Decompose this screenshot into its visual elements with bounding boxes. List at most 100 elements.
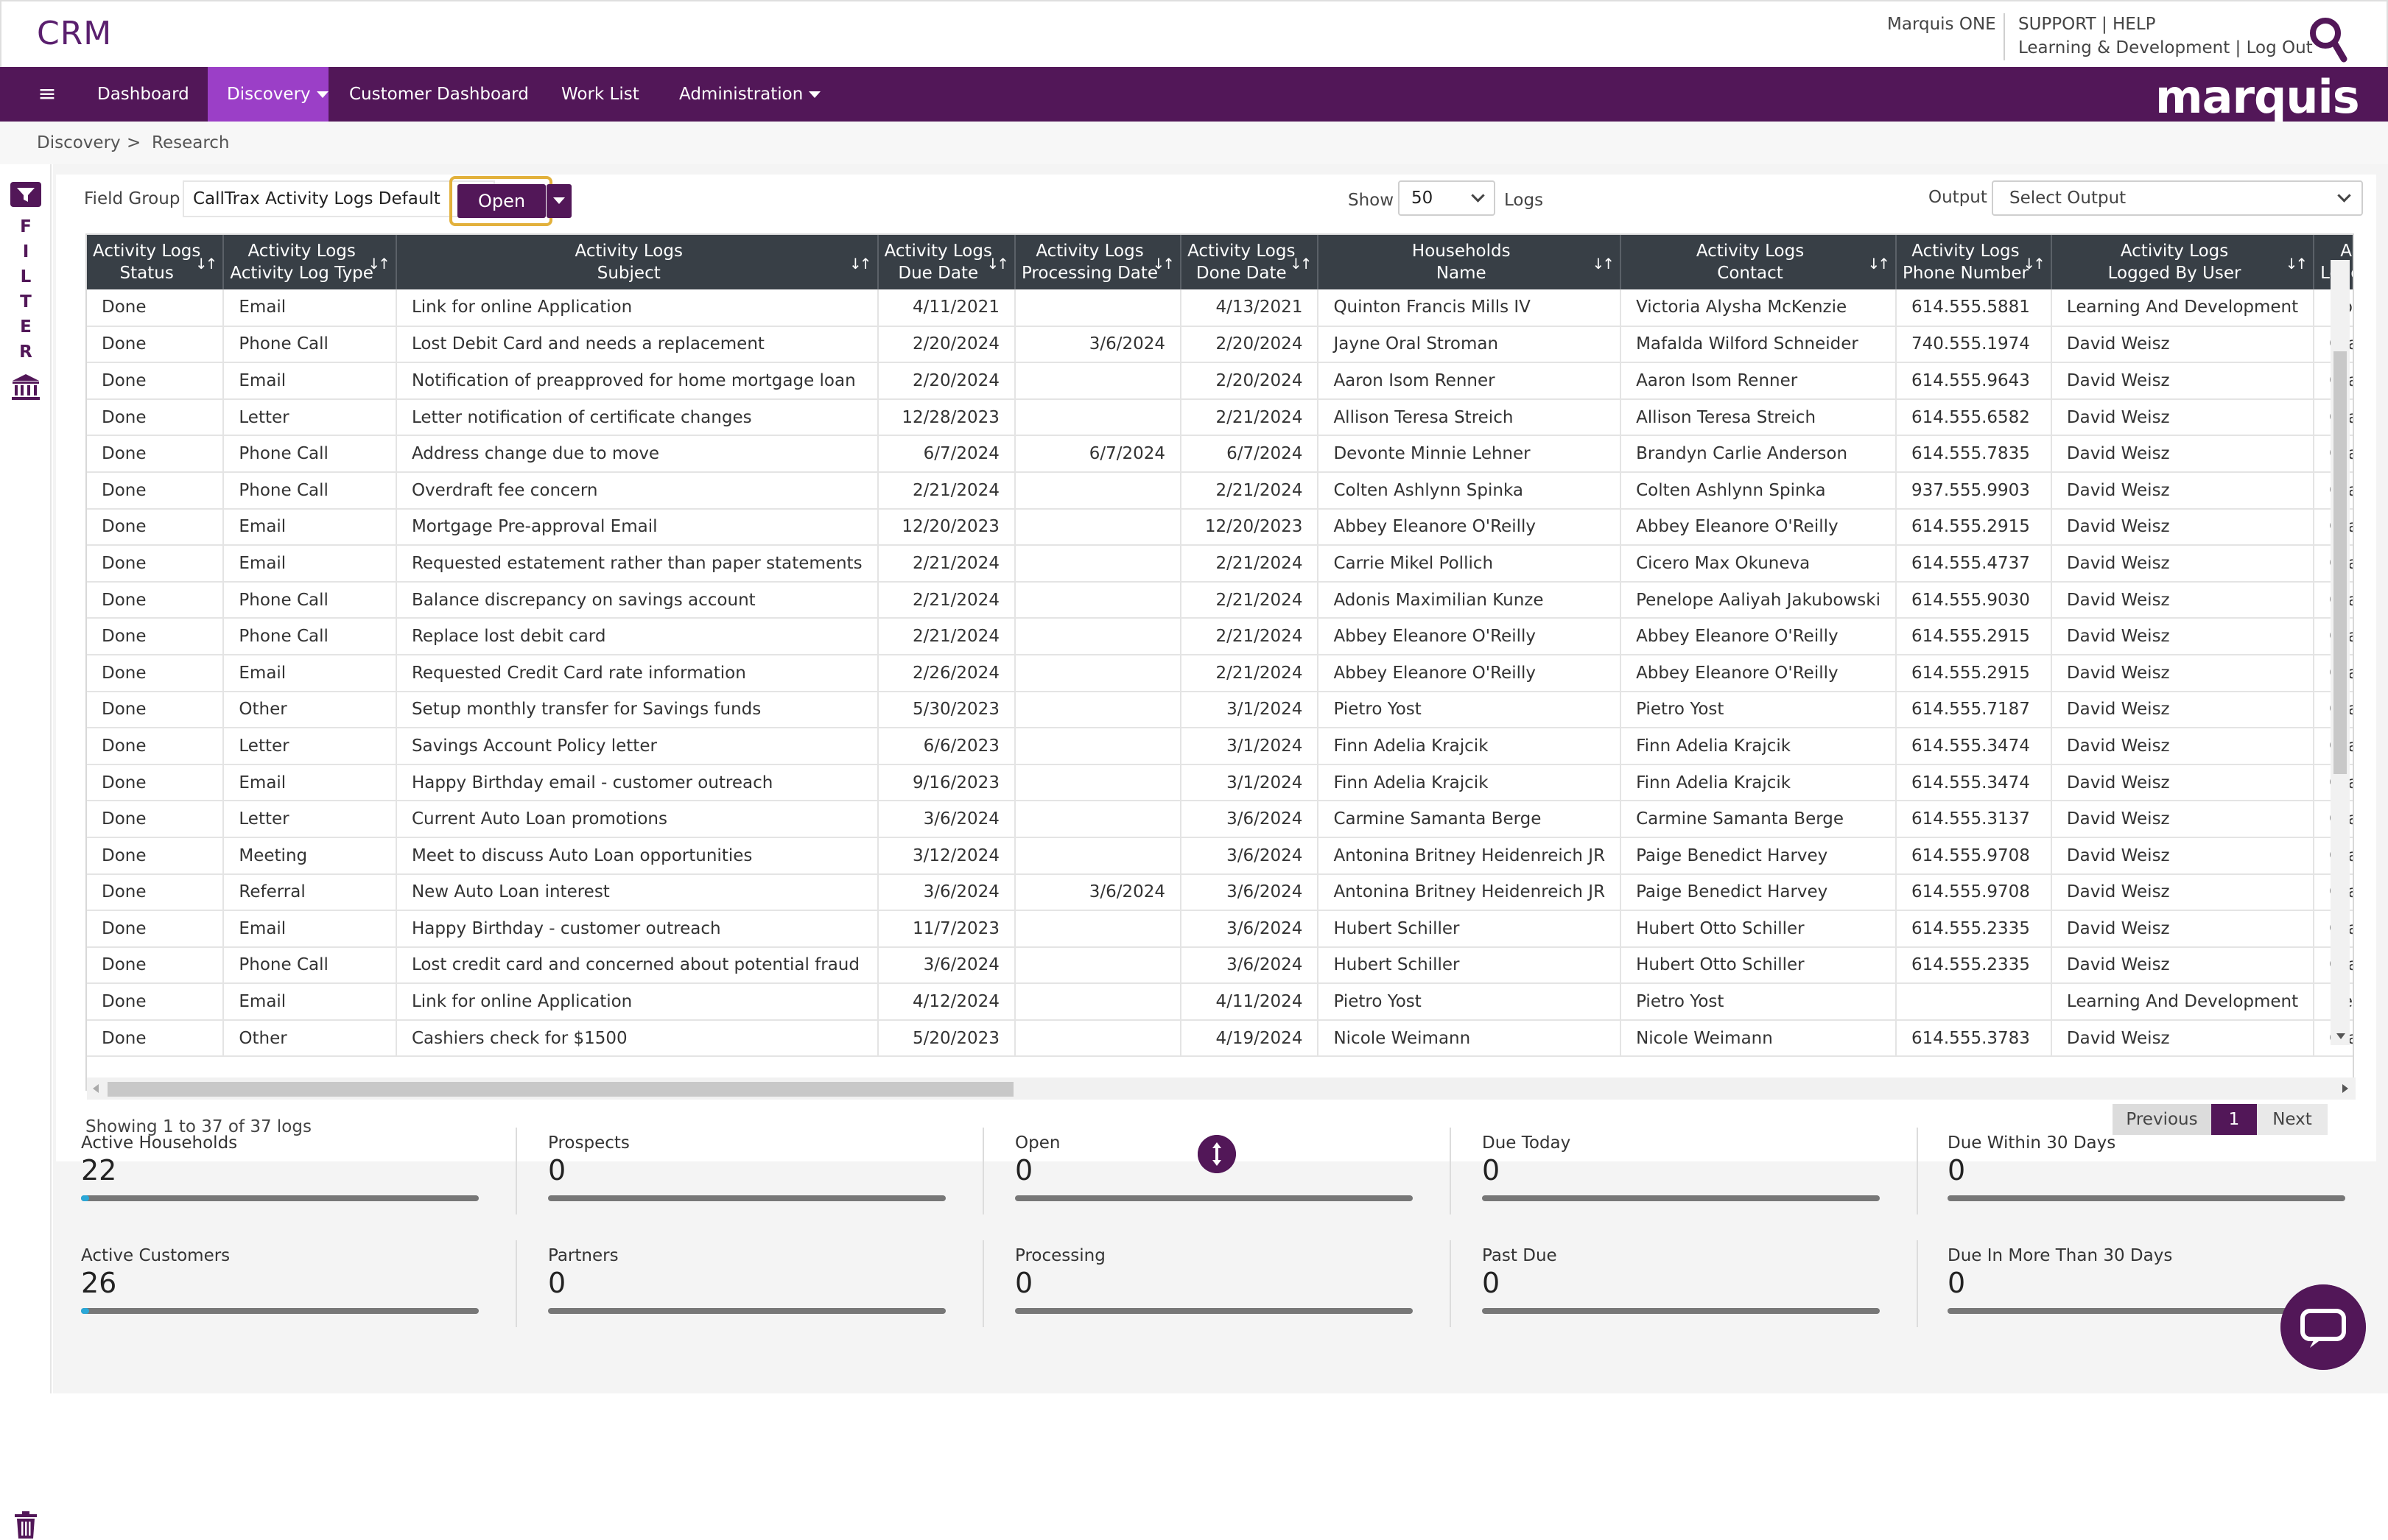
sort-icon[interactable]: ↓↑ xyxy=(2023,255,2045,273)
column-header[interactable]: Activity Logs Activity Log Type ↓↑ xyxy=(223,235,397,289)
resize-handle-icon[interactable] xyxy=(1198,1135,1236,1173)
open-button[interactable]: Open xyxy=(457,184,546,218)
stat-card[interactable]: Prospects 0 xyxy=(548,1133,961,1229)
pagination-next[interactable]: Next xyxy=(2257,1104,2328,1135)
table-row[interactable]: Done Other Cashiers check for $1500 5/20/20… xyxy=(87,1019,2353,1058)
learning-logout-links[interactable]: Learning & Development | Log Out xyxy=(2018,38,2313,57)
vertical-scrollbar[interactable] xyxy=(2331,260,2350,1045)
column-header[interactable]: Households Name ↓↑ xyxy=(1318,235,1622,289)
open-dropdown-button[interactable] xyxy=(547,184,572,218)
table-row[interactable]: Done Referral New Auto Loan interest 3/6/20… xyxy=(87,873,2353,912)
stat-card[interactable]: Open 0 xyxy=(1015,1133,1427,1229)
sort-icon[interactable]: ↓↑ xyxy=(194,255,217,273)
column-header[interactable]: Activity Logs Phone Number ↓↑ xyxy=(1895,235,2052,289)
table-row[interactable]: Done Email Mortgage Pre-approval Email 12/2… xyxy=(87,508,2353,546)
table-row[interactable]: Done Letter Letter notification of certifi… xyxy=(87,398,2353,437)
nav-dashboard[interactable]: Dashboard xyxy=(97,85,189,104)
pagination-previous[interactable]: Previous xyxy=(2113,1104,2211,1135)
sort-icon[interactable]: ↓↑ xyxy=(1289,255,1312,273)
sort-icon[interactable]: ↓↑ xyxy=(1867,255,1889,273)
stat-card[interactable]: Processing 0 xyxy=(1015,1246,1427,1342)
table-row[interactable]: Done Other Setup monthly transfer for Savi… xyxy=(87,691,2353,729)
table-row[interactable]: Done Email Requested estatement rather tha… xyxy=(87,545,2353,583)
pagination-page-1[interactable]: 1 xyxy=(2211,1104,2257,1135)
column-header[interactable]: Activity Logs Logged By User ↓↑ xyxy=(2051,235,2315,289)
sort-icon[interactable]: ↓↑ xyxy=(1152,255,1175,273)
column-header-line2: Phone Number xyxy=(1902,264,2029,283)
table-row[interactable]: Done Meeting Meet to discuss Auto Loan opp… xyxy=(87,837,2353,875)
show-count-select[interactable]: 50 xyxy=(1398,180,1495,216)
column-header[interactable]: Activity Logs Status ↓↑ xyxy=(87,235,225,289)
filter-tab[interactable]: F I L T E R xyxy=(16,214,35,365)
scroll-right-arrow-icon[interactable] xyxy=(2342,1084,2348,1093)
table-row[interactable]: Done Phone Call Overdraft fee concern 2/21/… xyxy=(87,471,2353,510)
stat-card[interactable]: Past Due 0 xyxy=(1482,1246,1894,1342)
column-header[interactable]: Activity Logs Subject ↓↑ xyxy=(396,235,879,289)
table-cell: Meet to discuss Auto Loan opportunities xyxy=(396,837,879,875)
table-row[interactable]: Done Phone Call Balance discrepancy on sav… xyxy=(87,581,2353,619)
stat-label: Active Customers xyxy=(81,1246,231,1265)
table-row[interactable]: Done Email Notification of preapproved for… xyxy=(87,362,2353,400)
table-row[interactable]: Done Email Link for online Application 4/12… xyxy=(87,983,2353,1021)
stat-progress-fill xyxy=(81,1308,89,1314)
column-header[interactable]: Activity Logs Processing Date ↓↑ xyxy=(1014,235,1182,289)
table-row[interactable]: Done Email Happy Birthday - customer outre… xyxy=(87,910,2353,948)
support-help-links[interactable]: SUPPORT | HELP xyxy=(2018,15,2156,34)
stat-progress-bar xyxy=(1015,1308,1413,1314)
stat-card[interactable]: Due Today 0 xyxy=(1482,1133,1894,1229)
chat-icon[interactable] xyxy=(2280,1284,2366,1370)
table-row[interactable]: Done Phone Call Lost Debit Card and needs … xyxy=(87,326,2353,364)
scroll-down-arrow-icon[interactable] xyxy=(2336,1033,2345,1039)
sort-icon[interactable]: ↓↑ xyxy=(1592,255,1615,273)
sort-icon[interactable]: ↓↑ xyxy=(986,255,1008,273)
table-cell: Letter notification of certificate chang… xyxy=(396,398,879,437)
breadcrumb-discovery[interactable]: Discovery xyxy=(37,133,121,152)
stat-card[interactable]: Active Customers 26 xyxy=(81,1246,494,1342)
horizontal-scroll-thumb[interactable] xyxy=(108,1082,1014,1097)
table-cell: 614.555.9030 xyxy=(1895,581,2052,619)
table-cell: David Weisz xyxy=(2051,764,2315,802)
table-cell: 614.555.9708 xyxy=(1895,873,2052,912)
nav-work-list[interactable]: Work List xyxy=(561,85,639,104)
marquis-one-link[interactable]: Marquis ONE xyxy=(1887,15,1996,34)
nav-customer-dashboard[interactable]: Customer Dashboard xyxy=(349,85,529,104)
table-row[interactable]: Done Phone Call Lost credit card and conce… xyxy=(87,946,2353,985)
scroll-left-arrow-icon[interactable] xyxy=(93,1084,99,1093)
table-cell xyxy=(1014,508,1182,546)
table-row[interactable]: Done Email Requested Credit Card rate info… xyxy=(87,654,2353,692)
table-cell: Abbey Eleanore O'Reilly xyxy=(1318,508,1622,546)
column-header[interactable]: Activity Logs Due Date ↓↑ xyxy=(877,235,1016,289)
table-row[interactable]: Done Letter Savings Account Policy letter 6… xyxy=(87,728,2353,765)
table-cell: Done xyxy=(87,435,225,473)
output-select[interactable]: Select Output xyxy=(1992,180,2363,216)
table-cell: Done xyxy=(87,508,225,546)
filter-icon[interactable] xyxy=(10,182,41,207)
stat-card[interactable]: Active Households 22 xyxy=(81,1133,494,1229)
horizontal-scrollbar[interactable] xyxy=(87,1077,2356,1100)
column-header-line1: Activity Logs xyxy=(1036,242,1144,261)
bank-icon[interactable] xyxy=(10,372,41,401)
stat-card[interactable]: Due In More Than 30 Days 0 xyxy=(1948,1246,2360,1342)
field-group-input[interactable]: CallTrax Activity Logs Default xyxy=(183,180,495,217)
search-icon[interactable] xyxy=(2307,15,2348,63)
table-row[interactable]: Done Email Happy Birthday email - customer… xyxy=(87,764,2353,802)
trash-icon[interactable] xyxy=(13,1511,38,1540)
table-row[interactable]: Done Phone Call Address change due to move… xyxy=(87,435,2353,473)
table-row[interactable]: Done Phone Call Replace lost debit card 2/2… xyxy=(87,618,2353,655)
table-cell: New Auto Loan interest xyxy=(396,873,879,912)
column-header[interactable]: Activity Logs Done Date ↓↑ xyxy=(1181,235,1319,289)
nav-discovery[interactable]: Discovery xyxy=(208,67,329,122)
column-header-line2: Contact xyxy=(1717,264,1783,283)
vertical-scroll-thumb[interactable] xyxy=(2333,351,2347,774)
sort-icon[interactable]: ↓↑ xyxy=(2285,255,2308,273)
nav-administration[interactable]: Administration xyxy=(660,67,840,122)
stat-card[interactable]: Due Within 30 Days 0 xyxy=(1948,1133,2360,1229)
sort-icon[interactable]: ↓↑ xyxy=(849,255,871,273)
table-row[interactable]: Done Email Link for online Application 4/11… xyxy=(87,289,2353,327)
sort-icon[interactable]: ↓↑ xyxy=(368,255,390,273)
table-row[interactable]: Done Letter Current Auto Loan promotions 3/… xyxy=(87,801,2353,838)
hamburger-icon[interactable]: ≡ xyxy=(38,81,57,107)
filter-letter: T xyxy=(20,292,32,312)
stat-card[interactable]: Partners 0 xyxy=(548,1246,961,1342)
column-header[interactable]: Activity Logs Contact ↓↑ xyxy=(1620,235,1897,289)
